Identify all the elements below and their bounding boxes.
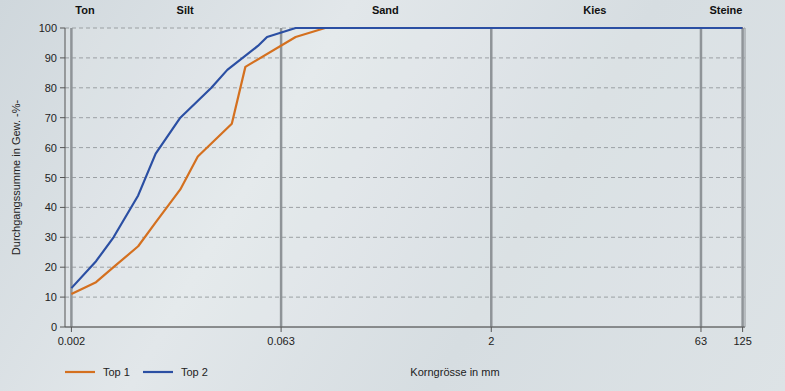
- x-grid-line: [280, 28, 283, 327]
- x-tick: [491, 327, 492, 332]
- x-axis-label: Korngrösse in mm: [410, 366, 499, 378]
- class-label: Sand: [372, 4, 399, 16]
- y-tick-label: 10: [45, 291, 57, 303]
- y-grid-line: [65, 327, 745, 328]
- series-line: [71, 28, 742, 294]
- x-grid-line: [70, 28, 73, 327]
- y-tick: [60, 297, 65, 298]
- y-grid-line: [65, 177, 745, 178]
- y-tick: [60, 117, 65, 118]
- y-tick-label: 0: [51, 321, 57, 333]
- legend-label: Top 1: [103, 366, 130, 378]
- class-label: Steine: [709, 4, 742, 16]
- y-tick-label: 90: [45, 52, 57, 64]
- y-tick-label: 70: [45, 112, 57, 124]
- x-tick-label: 0.002: [58, 335, 86, 347]
- chart: 0 10 20 30 40 50 60 70 80 90 100 0.002 0.063 2 63 125 To…: [0, 0, 785, 391]
- y-tick: [60, 87, 65, 88]
- y-grid-line: [65, 237, 745, 238]
- legend-swatch: [143, 371, 173, 373]
- x-tick-label: 63: [695, 335, 707, 347]
- x-tick: [281, 327, 282, 332]
- class-label: Silt: [177, 4, 194, 16]
- x-tick: [742, 327, 743, 332]
- y-tick-label: 20: [45, 261, 57, 273]
- plot-area: [65, 28, 745, 327]
- legend-label: Top 2: [181, 366, 208, 378]
- x-tick: [700, 327, 701, 332]
- y-tick: [60, 237, 65, 238]
- x-axis: [65, 327, 745, 328]
- series-group: [71, 28, 742, 294]
- x-tick-label: 0.063: [267, 335, 295, 347]
- y-tick: [60, 147, 65, 148]
- y-tick: [60, 327, 65, 328]
- y-grid-line: [65, 87, 745, 88]
- plot-frame-right: [745, 28, 746, 327]
- x-tick-label: 125: [733, 335, 751, 347]
- y-grid-line: [65, 267, 745, 268]
- y-axis-label: Durchgangssumme in Gew. -%-: [10, 100, 22, 256]
- y-tick: [60, 177, 65, 178]
- y-tick-label: 80: [45, 82, 57, 94]
- y-tick-label: 30: [45, 231, 57, 243]
- y-tick: [60, 28, 65, 29]
- y-tick-label: 100: [39, 22, 57, 34]
- y-tick-label: 40: [45, 201, 57, 213]
- x-tick: [71, 327, 72, 332]
- y-axis: [65, 28, 66, 327]
- y-tick: [60, 267, 65, 268]
- x-grid-line: [490, 28, 493, 327]
- class-label: Ton: [75, 4, 95, 16]
- legend-swatch: [65, 371, 95, 373]
- y-grid-line: [65, 297, 745, 298]
- class-label: Kies: [583, 4, 606, 16]
- y-grid-line: [65, 57, 745, 58]
- y-tick: [60, 57, 65, 58]
- y-tick-label: 60: [45, 142, 57, 154]
- y-tick: [60, 207, 65, 208]
- series-line: [71, 28, 742, 288]
- y-grid-line: [65, 117, 745, 118]
- x-tick-label: 2: [488, 335, 494, 347]
- x-grid-line: [741, 28, 744, 327]
- y-grid-line: [65, 147, 745, 148]
- x-grid-line: [700, 28, 703, 327]
- y-tick-label: 50: [45, 172, 57, 184]
